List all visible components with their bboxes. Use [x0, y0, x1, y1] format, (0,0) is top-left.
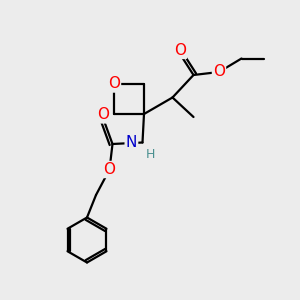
Text: O: O: [98, 107, 110, 122]
Text: H: H: [146, 148, 155, 161]
Text: O: O: [174, 43, 186, 58]
Text: N: N: [126, 135, 137, 150]
Text: O: O: [213, 64, 225, 80]
Text: O: O: [103, 162, 116, 177]
Text: O: O: [108, 76, 120, 92]
